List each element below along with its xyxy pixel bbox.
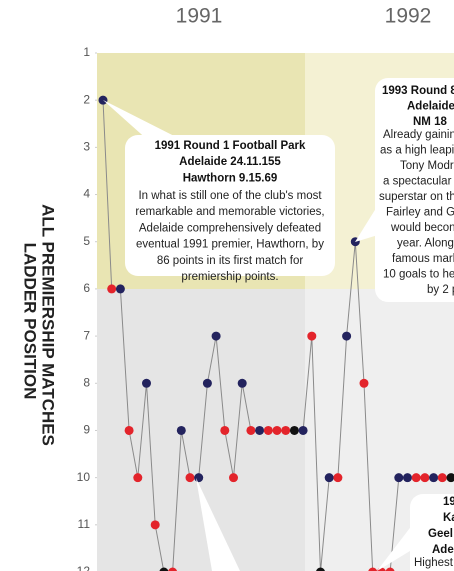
- callout-title: Ade: [432, 544, 454, 556]
- year-label: 1991: [176, 5, 223, 28]
- callout-body: by 2 p: [427, 284, 454, 296]
- pointer: [103, 100, 186, 142]
- callout-body: Already gainin: [383, 129, 454, 141]
- callout-body: 10 goals to he: [383, 269, 454, 281]
- y-axis-title: LADDER POSITION: [21, 243, 40, 400]
- data-point: [159, 567, 169, 571]
- y-tick-label: 12: [77, 564, 91, 571]
- y-axis-title: ALL PREMIERSHIP MATCHES: [39, 204, 58, 446]
- y-tick-label: 3: [83, 140, 90, 154]
- y-tick-label: 8: [83, 375, 90, 389]
- callout: [410, 494, 454, 571]
- y-tick-label: 7: [83, 328, 90, 342]
- data-point: [107, 284, 117, 294]
- callout-body: Fairley and G: [386, 207, 454, 219]
- callout-body: premiership points.: [181, 271, 278, 283]
- data-point: [316, 567, 325, 571]
- callout: [125, 135, 335, 276]
- callout-title: Ka: [443, 512, 454, 524]
- data-point: [142, 378, 151, 388]
- data-point: [220, 425, 230, 435]
- callout-body: Adelaide comprehensively defeated: [139, 222, 321, 234]
- callout-body: superstar on th: [379, 191, 454, 203]
- data-point: [307, 331, 317, 341]
- data-point: [333, 473, 343, 483]
- data-point: [342, 331, 352, 341]
- data-point: [115, 284, 125, 294]
- callout-body: a spectacular: [383, 176, 452, 188]
- y-tick-label: 10: [77, 470, 91, 484]
- y-tick-label: 5: [83, 234, 90, 248]
- pointer: [355, 205, 378, 242]
- data-point: [98, 95, 108, 105]
- data-point: [359, 378, 369, 388]
- data-point: [394, 473, 404, 483]
- data-point: [446, 473, 454, 483]
- data-point: [194, 473, 204, 483]
- plot: [95, 52, 454, 571]
- data-point: [272, 425, 282, 435]
- data-point: [437, 473, 447, 483]
- data-point: [124, 425, 134, 435]
- callout-body: would becon: [390, 222, 454, 234]
- data-point: [150, 520, 160, 530]
- callout-body: as a high leapi: [380, 145, 454, 157]
- callout-title: Hawthorn 9.15.69: [183, 172, 278, 184]
- year-label: 1992: [385, 5, 432, 28]
- data-point: [176, 425, 186, 435]
- data-point: [185, 473, 195, 483]
- callout-body: Highest: [414, 557, 454, 569]
- callout-body: In what is still one of the club's most: [138, 190, 322, 202]
- y-tick-label: 6: [83, 281, 90, 295]
- data-point: [133, 473, 143, 483]
- annotations: 1991 Round 1 Football Park Adelaide 24.11…: [103, 78, 454, 571]
- callout-body: eventual 1991 premier, Hawthorn, by: [136, 239, 324, 251]
- callout: [375, 78, 454, 302]
- y-tick-label: 9: [83, 423, 90, 437]
- data-point: [289, 425, 299, 435]
- callout-title: Adelaide 24.11.155: [179, 156, 281, 168]
- data-point: [411, 473, 421, 483]
- callout-title: Geel: [428, 528, 453, 540]
- data-point: [429, 473, 439, 483]
- data-point: [403, 473, 412, 483]
- y-tick-label: 11: [78, 517, 91, 531]
- data-point: [298, 425, 308, 435]
- callout-title: 19: [443, 496, 454, 508]
- data-point: [255, 425, 265, 435]
- callout-title: NM 18: [413, 116, 447, 128]
- data-point: [385, 567, 395, 571]
- data-point: [202, 378, 212, 388]
- data-point: [168, 567, 177, 571]
- y-tick-label: 1: [83, 45, 90, 59]
- data-point: [229, 473, 238, 483]
- pointer: [196, 478, 240, 571]
- callout-body: famous mark: [392, 253, 454, 265]
- y-tick-label: 4: [83, 187, 90, 201]
- data-point: [324, 473, 334, 483]
- callout-body: year. Along: [397, 238, 454, 250]
- callout-title: 1993 Round 8: [382, 85, 454, 97]
- callout-body: remarkable and memorable victories,: [135, 206, 324, 218]
- callout-title: Adelaide: [407, 101, 454, 113]
- data-point: [237, 378, 247, 388]
- data-point: [281, 425, 291, 435]
- data-point: [263, 425, 273, 435]
- data-point: [246, 425, 256, 435]
- data-point: [420, 473, 430, 483]
- callout-body: 86 points in its first match for: [157, 255, 304, 267]
- data-point: [211, 331, 221, 341]
- data-point: [368, 567, 378, 571]
- y-tick-label: 2: [83, 92, 90, 106]
- callout-body: Tony Modr: [400, 160, 454, 172]
- callout-title: 1991 Round 1 Football Park: [155, 140, 306, 152]
